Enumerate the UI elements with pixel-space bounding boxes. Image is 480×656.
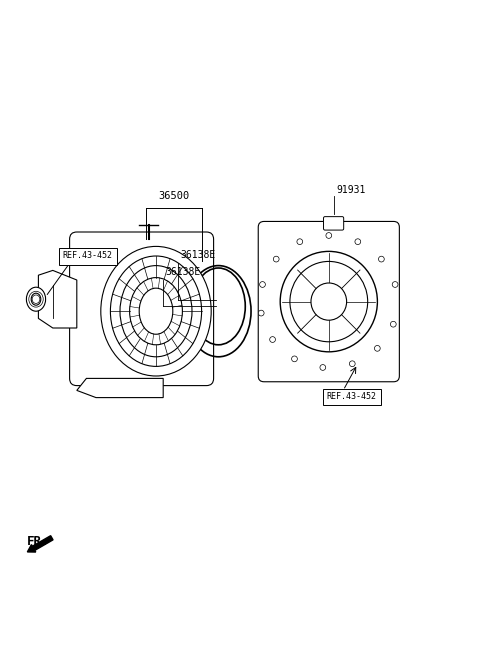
Text: 36500: 36500 [158, 191, 190, 201]
Ellipse shape [326, 233, 332, 238]
Ellipse shape [258, 310, 264, 316]
Ellipse shape [26, 287, 46, 311]
Ellipse shape [260, 281, 265, 287]
Ellipse shape [311, 283, 347, 320]
Ellipse shape [280, 251, 377, 352]
Text: REF.43-452: REF.43-452 [326, 392, 376, 401]
Ellipse shape [270, 337, 276, 342]
Ellipse shape [349, 361, 355, 367]
Ellipse shape [320, 365, 326, 371]
Ellipse shape [290, 262, 368, 342]
Ellipse shape [379, 256, 384, 262]
Polygon shape [77, 379, 163, 398]
Ellipse shape [390, 321, 396, 327]
FancyArrow shape [27, 536, 53, 552]
Ellipse shape [101, 247, 211, 376]
Text: 91931: 91931 [336, 184, 365, 195]
Ellipse shape [31, 293, 41, 305]
Ellipse shape [110, 256, 202, 367]
FancyBboxPatch shape [258, 222, 399, 382]
FancyBboxPatch shape [323, 389, 381, 405]
Text: 36138E: 36138E [180, 250, 215, 260]
Ellipse shape [120, 266, 192, 357]
Ellipse shape [291, 356, 297, 361]
Text: 36138E: 36138E [166, 266, 201, 277]
FancyBboxPatch shape [324, 216, 344, 230]
FancyBboxPatch shape [70, 232, 214, 386]
Ellipse shape [273, 256, 279, 262]
Ellipse shape [374, 346, 380, 351]
Polygon shape [38, 270, 77, 328]
Ellipse shape [139, 288, 173, 335]
Text: FR.: FR. [26, 535, 49, 548]
Text: REF.43-452: REF.43-452 [62, 251, 112, 260]
Ellipse shape [297, 239, 303, 245]
FancyBboxPatch shape [59, 249, 117, 264]
Ellipse shape [392, 281, 398, 287]
Ellipse shape [355, 239, 360, 245]
Ellipse shape [130, 277, 182, 345]
